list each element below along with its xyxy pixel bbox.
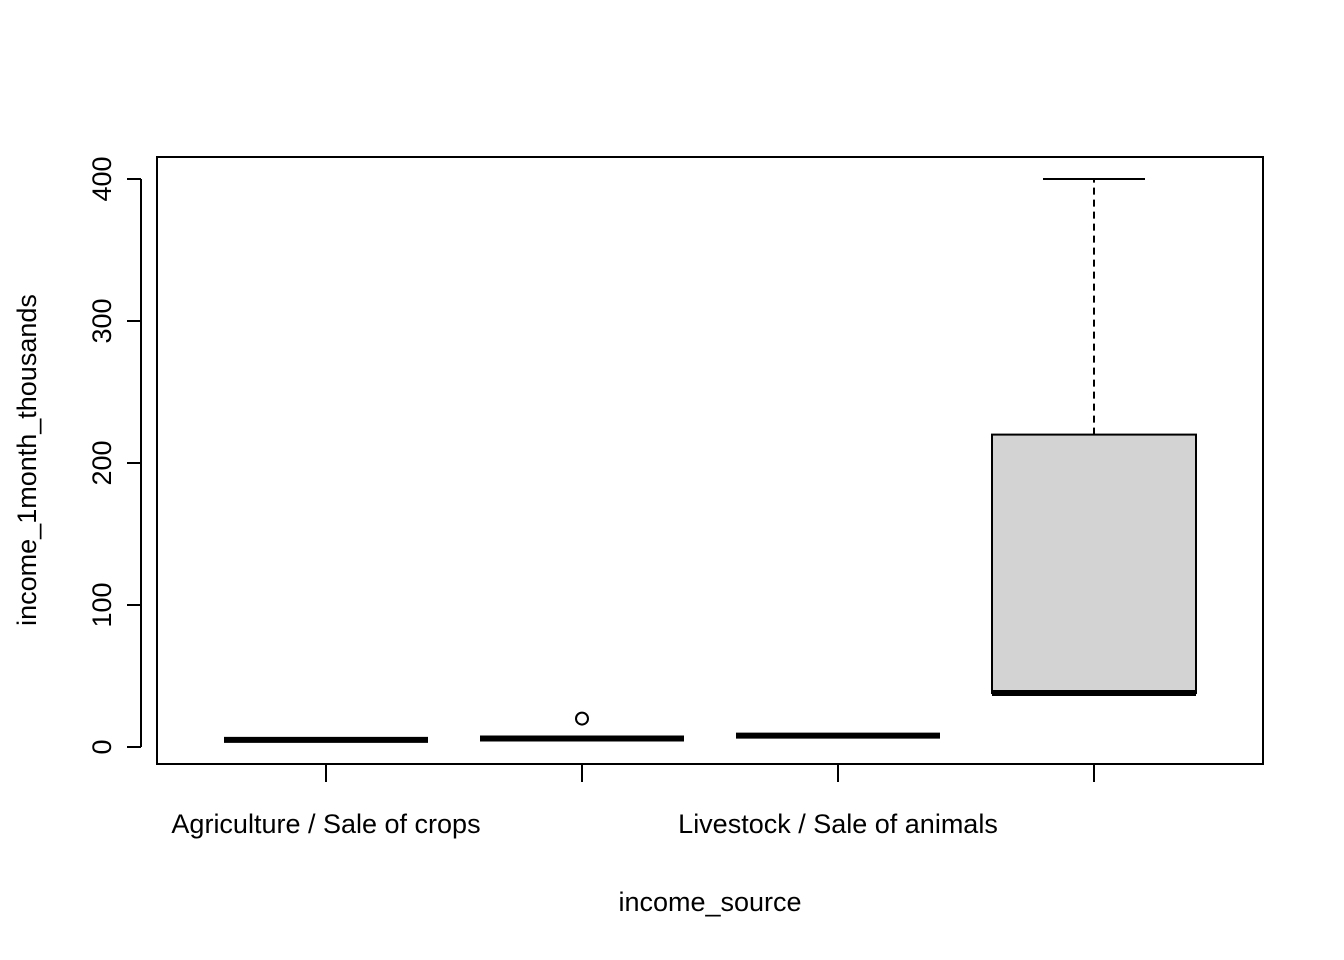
- x-tick-label: Agriculture / Sale of crops: [171, 809, 480, 839]
- box-body: [991, 433, 1197, 695]
- y-tick-label: 0: [87, 739, 117, 754]
- box-group: [480, 711, 684, 742]
- boxes-layer: [224, 178, 1197, 743]
- y-tick-label: 400: [87, 156, 117, 201]
- x-axis: Agriculture / Sale of crops Livestock / S…: [171, 764, 1095, 839]
- x-axis-title: income_source: [618, 887, 801, 917]
- x-tick-label: Livestock / Sale of animals: [678, 809, 998, 839]
- y-tick-label: 200: [87, 440, 117, 485]
- y-tick-label: 300: [87, 298, 117, 343]
- outlier-point: [575, 711, 589, 726]
- y-axis: 0 100 200 300 400: [87, 156, 142, 755]
- y-tick-label: 100: [87, 582, 117, 627]
- plot-frame: [156, 156, 1264, 765]
- box-group: [991, 178, 1197, 697]
- y-axis-title: income_1month_thousands: [12, 294, 42, 626]
